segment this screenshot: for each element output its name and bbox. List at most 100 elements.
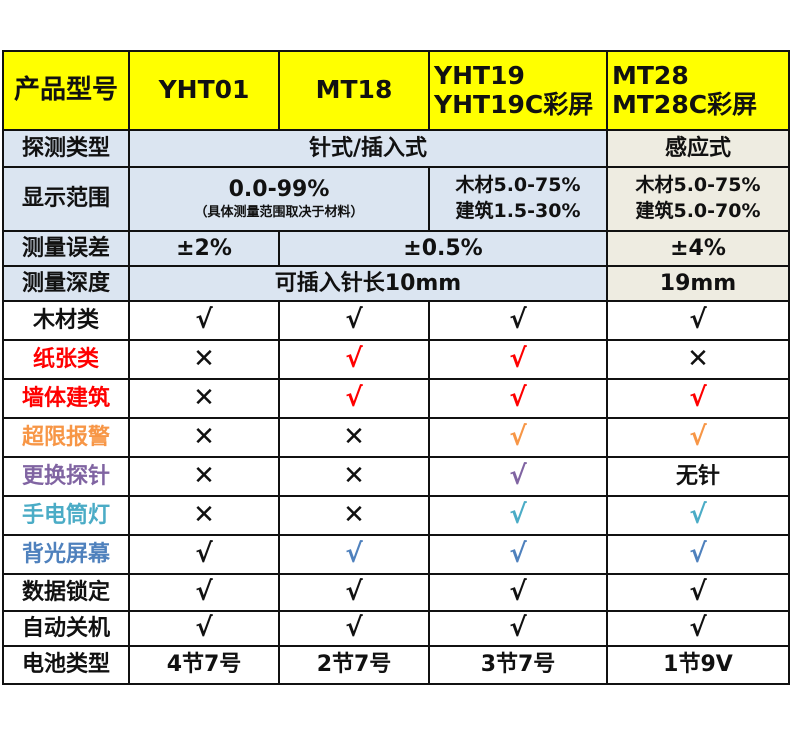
display-range-value: 0.0-99% <box>228 176 330 202</box>
check-icon: √ <box>689 538 707 569</box>
feature-row: 纸张类 ✕ √ √ ✕ <box>2 339 790 380</box>
check-icon: √ <box>689 304 707 335</box>
feature-cell: √ <box>128 610 280 647</box>
feature-cell: 无针 <box>606 456 790 497</box>
feature-cell: ✕ <box>278 456 430 497</box>
cross-icon: ✕ <box>193 382 215 413</box>
check-icon: √ <box>689 499 707 530</box>
check-icon: √ <box>689 421 707 452</box>
display-range-label: 显示范围 <box>2 166 130 232</box>
model-mt28-line1: MT28 <box>612 60 689 90</box>
check-icon: √ <box>509 460 527 491</box>
feature-label: 更换探针 <box>2 456 130 497</box>
battery-label: 电池类型 <box>2 645 130 685</box>
feature-cell: ✕ <box>128 378 280 419</box>
display-range-mt28: 木材5.0-75% 建筑5.0-70% <box>606 166 790 232</box>
header-row: 产品型号 YHT01 MT18 YHT19 YHT19C彩屏 MT28 MT28… <box>2 50 790 131</box>
check-icon: √ <box>509 421 527 452</box>
battery-mt18: 2节7号 <box>278 645 430 685</box>
feature-cell: √ <box>278 378 430 419</box>
feature-cell: ✕ <box>278 417 430 458</box>
feature-cell: √ <box>278 573 430 612</box>
display-range-mt28-building: 建筑5.0-70% <box>635 200 761 222</box>
model-mt18: MT18 <box>278 50 430 131</box>
feature-cell: √ <box>606 534 790 575</box>
check-icon: √ <box>345 538 363 569</box>
feature-label: 纸张类 <box>2 339 130 380</box>
check-icon: √ <box>345 612 363 643</box>
feature-cell: ✕ <box>128 495 280 536</box>
check-icon: √ <box>509 343 527 374</box>
check-icon: √ <box>345 304 363 335</box>
feature-cell: √ <box>128 534 280 575</box>
feature-row: 数据锁定 √ √ √ √ <box>2 573 790 612</box>
feature-label: 木材类 <box>2 300 130 341</box>
model-yht19-line2: YHT19C彩屏 <box>434 89 594 119</box>
cross-icon: ✕ <box>343 460 365 491</box>
check-icon: √ <box>195 538 213 569</box>
cross-icon: ✕ <box>193 460 215 491</box>
feature-cell: √ <box>128 573 280 612</box>
check-icon: √ <box>689 612 707 643</box>
feature-row: 背光屏幕 √ √ √ √ <box>2 534 790 575</box>
model-yht01: YHT01 <box>128 50 280 131</box>
depth-label: 测量深度 <box>2 265 130 302</box>
error-yht01: ±2% <box>128 230 280 267</box>
display-range-yht19: 木材5.0-75% 建筑1.5-30% <box>428 166 608 232</box>
check-icon: √ <box>345 343 363 374</box>
check-icon: √ <box>509 538 527 569</box>
cross-icon: ✕ <box>343 421 365 452</box>
feature-label: 背光屏幕 <box>2 534 130 575</box>
check-icon: √ <box>195 612 213 643</box>
feature-label: 超限报警 <box>2 417 130 458</box>
header-label: 产品型号 <box>2 50 130 131</box>
cross-icon: ✕ <box>193 421 215 452</box>
feature-cell: √ <box>606 417 790 458</box>
feature-cell: √ <box>278 300 430 341</box>
check-icon: √ <box>689 576 707 607</box>
display-range-note: （具体测量范围取决于材料） <box>194 205 364 221</box>
feature-cell: ✕ <box>128 339 280 380</box>
feature-cell: √ <box>128 300 280 341</box>
cross-icon: ✕ <box>193 343 215 374</box>
battery-yht01: 4节7号 <box>128 645 280 685</box>
row-battery: 电池类型 4节7号 2节7号 3节7号 1节9V <box>2 645 790 685</box>
feature-cell: √ <box>428 610 608 647</box>
display-range-main: 0.0-99% （具体测量范围取决于材料） <box>128 166 430 232</box>
feature-label: 手电筒灯 <box>2 495 130 536</box>
cross-icon: ✕ <box>687 343 709 374</box>
row-probe-type: 探测类型 针式/插入式 感应式 <box>2 129 790 168</box>
comparison-table: 产品型号 YHT01 MT18 YHT19 YHT19C彩屏 MT28 MT28… <box>2 50 790 685</box>
feature-cell: ✕ <box>606 339 790 380</box>
feature-cell: √ <box>606 573 790 612</box>
feature-cell: √ <box>428 456 608 497</box>
cross-icon: ✕ <box>343 499 365 530</box>
check-icon: √ <box>509 499 527 530</box>
feature-cell: ✕ <box>128 456 280 497</box>
check-icon: √ <box>509 576 527 607</box>
feature-cell: √ <box>606 610 790 647</box>
depth-mt28: 19mm <box>606 265 790 302</box>
battery-yht19: 3节7号 <box>428 645 608 685</box>
battery-mt28: 1节9V <box>606 645 790 685</box>
feature-row: 自动关机 √ √ √ √ <box>2 610 790 647</box>
feature-cell: ✕ <box>278 495 430 536</box>
model-yht19-line1: YHT19 <box>434 60 525 90</box>
display-range-yht19-wood: 木材5.0-75% <box>455 174 581 197</box>
feature-value: 无针 <box>675 463 720 489</box>
check-icon: √ <box>345 382 363 413</box>
feature-label: 数据锁定 <box>2 573 130 612</box>
feature-cell: √ <box>278 339 430 380</box>
row-depth: 测量深度 可插入针长10mm 19mm <box>2 265 790 302</box>
row-display-range: 显示范围 0.0-99% （具体测量范围取决于材料） 木材5.0-75% 建筑1… <box>2 166 790 232</box>
check-icon: √ <box>195 576 213 607</box>
probe-type-label: 探测类型 <box>2 129 130 168</box>
feature-row: 超限报警 ✕ ✕ √ √ <box>2 417 790 458</box>
check-icon: √ <box>509 304 527 335</box>
feature-cell: √ <box>278 534 430 575</box>
depth-pin: 可插入针长10mm <box>128 265 608 302</box>
check-icon: √ <box>689 382 707 413</box>
probe-type-pin: 针式/插入式 <box>128 129 608 168</box>
feature-label: 墙体建筑 <box>2 378 130 419</box>
display-range-yht19-building: 建筑1.5-30% <box>455 200 581 222</box>
